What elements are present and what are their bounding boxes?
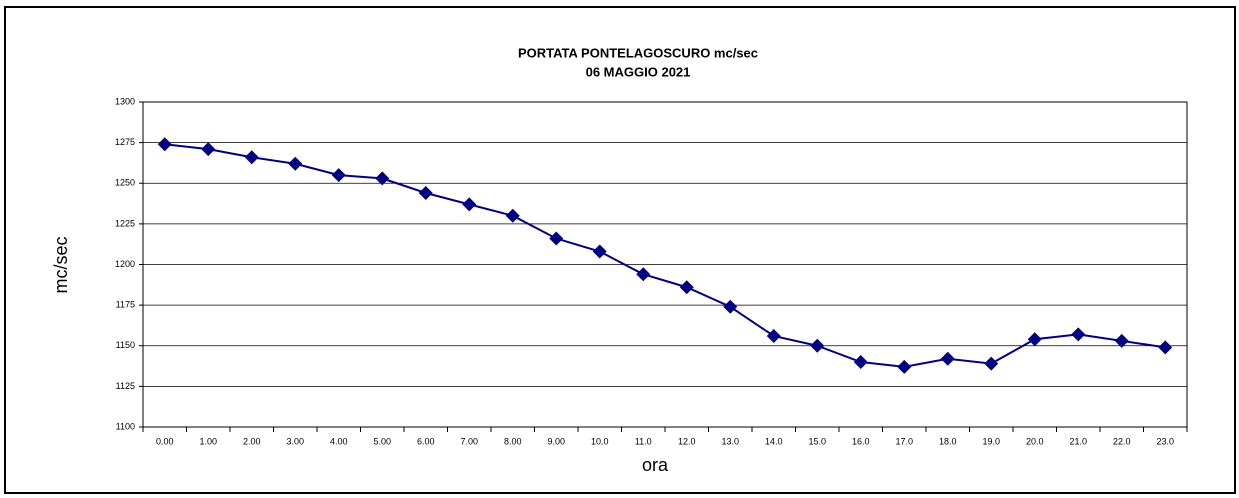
x-axis-label: ora [642, 455, 669, 475]
y-tick-label: 1150 [116, 340, 135, 350]
y-tick-label: 1275 [115, 137, 135, 147]
data-marker [1027, 332, 1042, 347]
data-marker [375, 171, 390, 186]
x-tick-label: 21.0 [1069, 436, 1087, 446]
data-marker [897, 359, 912, 374]
data-marker [853, 355, 868, 369]
data-marker [201, 142, 216, 157]
x-tick-label: 4.00 [330, 436, 348, 446]
x-tick-label: 16.0 [852, 436, 870, 446]
y-tick-label: 1175 [116, 300, 135, 310]
data-marker [462, 197, 477, 212]
data-marker [984, 356, 999, 371]
x-tick-label: 11.0 [635, 436, 652, 446]
x-tick-label: 7.00 [460, 436, 478, 446]
chart-subtitle: 06 MAGGIO 2021 [586, 64, 691, 79]
x-tick-label: 18.0 [939, 436, 957, 446]
data-marker [592, 244, 607, 259]
x-tick-label: 2.00 [243, 436, 261, 446]
x-tick-label: 9.00 [547, 436, 565, 446]
y-tick-label: 1125 [116, 381, 135, 391]
x-tick-label: 19.0 [982, 436, 1000, 446]
x-tick-label: 5.00 [373, 436, 391, 446]
x-tick-label: 10.0 [591, 436, 609, 446]
data-marker [288, 156, 303, 171]
x-tick-label: 3.00 [286, 436, 304, 446]
x-tick-label: 13.0 [721, 436, 739, 446]
data-marker [636, 267, 651, 282]
x-tick-label: 17.0 [895, 436, 913, 446]
data-marker [1071, 327, 1086, 342]
x-tick-label: 14.0 [765, 436, 783, 446]
y-axis-label: mc/sec [51, 236, 71, 293]
y-tick-label: 1200 [115, 259, 135, 269]
data-marker [505, 208, 520, 223]
y-tick-label: 1100 [116, 421, 135, 431]
data-marker [940, 351, 955, 366]
data-marker [766, 329, 781, 343]
y-tick-label: 1300 [115, 96, 135, 106]
data-marker [418, 186, 433, 200]
data-marker [1114, 333, 1129, 348]
data-marker [244, 150, 259, 165]
x-tick-label: 22.0 [1113, 436, 1131, 446]
data-marker [1158, 340, 1173, 355]
x-tick-label: 6.00 [417, 436, 435, 446]
x-tick-label: 8.00 [504, 436, 522, 446]
x-tick-label: 20.0 [1026, 436, 1044, 446]
data-marker [157, 137, 172, 152]
x-tick-label: 1.00 [199, 436, 217, 446]
y-tick-label: 1250 [115, 178, 135, 188]
x-tick-label: 23.0 [1156, 436, 1174, 446]
data-line [164, 143, 1166, 368]
x-tick-label: 0.00 [156, 436, 174, 446]
data-marker [549, 231, 564, 246]
chart-title: PORTATA PONTELAGOSCURO mc/sec [518, 45, 758, 60]
y-tick-label: 1225 [115, 218, 135, 228]
x-tick-label: 12.0 [678, 436, 696, 446]
x-tick-label: 15.0 [808, 436, 826, 446]
data-marker [331, 168, 346, 183]
data-marker [679, 280, 694, 295]
data-marker [723, 299, 738, 314]
data-marker [810, 338, 825, 353]
